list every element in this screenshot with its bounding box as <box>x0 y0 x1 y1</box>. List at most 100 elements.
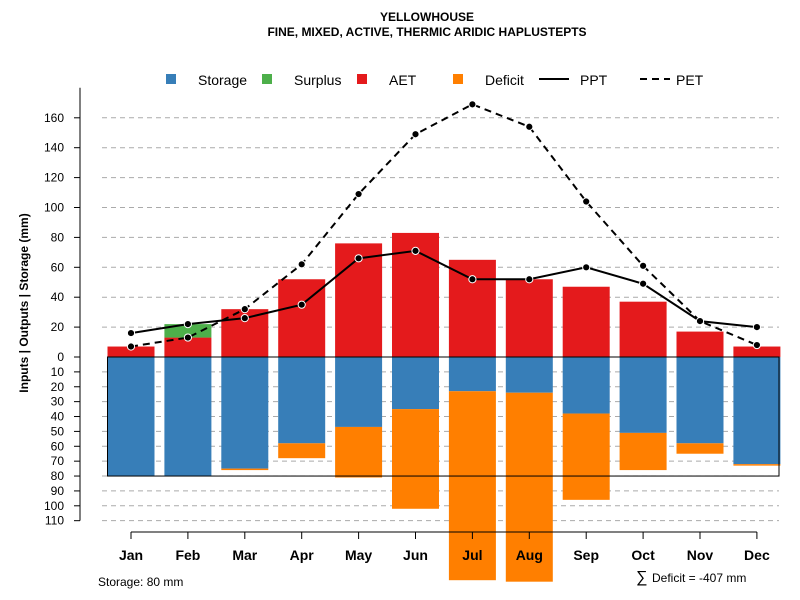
y-tick-label-140: 140 <box>44 141 64 155</box>
bar-storage-sep <box>562 357 610 414</box>
ppt-point-jul <box>468 275 477 284</box>
ppt-point-oct <box>639 279 648 288</box>
bar-deficit-apr <box>278 443 326 459</box>
pet-point-mar <box>240 305 249 314</box>
y-tick-label-neg-100: 100 <box>44 499 64 513</box>
ppt-point-nov <box>695 317 705 326</box>
chart-title: YELLOWHOUSE <box>380 10 474 24</box>
y-tick-label-60: 60 <box>51 260 65 274</box>
legend-swatch-aet <box>357 74 367 84</box>
y-tick-label-neg-40: 40 <box>51 410 65 424</box>
legend-label-surplus: Surplus <box>294 72 341 88</box>
pet-point-jan <box>126 342 136 351</box>
bar-storage-jun <box>392 357 439 410</box>
y-axis-label: Inputs | Outputs | Storage (mm) <box>17 213 31 392</box>
bar-aet-sep <box>562 286 610 357</box>
bar-deficit-dec <box>733 464 781 466</box>
bar-storage-may <box>335 357 383 427</box>
bar-storage-mar <box>221 357 269 469</box>
y-tick-label-neg-80: 80 <box>51 469 65 483</box>
pet-point-may <box>354 189 363 199</box>
x-tick-label-nov: Nov <box>687 547 714 563</box>
y-tick-label-80: 80 <box>51 230 65 244</box>
pet-point-apr <box>297 260 306 269</box>
y-tick-label-neg-10: 10 <box>51 365 65 379</box>
bar-deficit-jun <box>392 409 439 509</box>
bar-storage-dec <box>733 357 781 465</box>
x-tick-label-dec: Dec <box>744 547 770 563</box>
y-tick-label-neg-110: 110 <box>45 514 64 528</box>
x-tick-label-sep: Sep <box>573 547 599 563</box>
ppt-point-dec <box>752 323 762 332</box>
bar-aet-aug <box>505 279 553 357</box>
legend-label-pet: PET <box>676 72 704 88</box>
bar-surplus-feb <box>164 324 212 338</box>
legend-swatch-surplus <box>262 74 272 84</box>
x-tick-label-may: May <box>345 547 372 563</box>
ppt-point-jun <box>411 246 420 255</box>
legend-swatch-storage <box>166 74 176 84</box>
y-tick-label-neg-20: 20 <box>51 380 65 394</box>
y-tick-label-0: 0 <box>57 350 64 364</box>
ppt-line <box>130 249 758 335</box>
pet-point-jul <box>468 100 477 109</box>
bar-aet-nov <box>676 331 724 357</box>
storage-note: Storage: 80 mm <box>98 575 183 589</box>
legend-label-storage: Storage <box>198 72 247 88</box>
y-tick-label-120: 120 <box>44 171 64 185</box>
x-tick-label-jun: Jun <box>403 547 428 563</box>
legend-swatch-deficit <box>453 74 463 84</box>
y-tick-label-neg-30: 30 <box>51 395 65 409</box>
bar-aet-dec <box>733 346 781 357</box>
bar-storage-aug <box>505 357 553 393</box>
x-tick-label-oct: Oct <box>631 547 655 563</box>
x-tick-label-jul: Jul <box>462 547 482 563</box>
y-tick-label-neg-60: 60 <box>51 439 65 453</box>
bar-storage-feb <box>164 357 212 477</box>
x-tick-label-apr: Apr <box>290 547 315 563</box>
y-tick-label-160: 160 <box>44 111 64 125</box>
legend: Storage Surplus AET Deficit PPT PET <box>166 72 704 88</box>
ppt-point-feb <box>183 320 192 329</box>
bar-deficit-aug <box>505 392 553 582</box>
y-tick-label-neg-70: 70 <box>51 454 65 468</box>
y-tick-label-20: 20 <box>51 320 65 334</box>
x-tick-label-mar: Mar <box>232 547 257 563</box>
bar-storage-jan <box>107 357 155 477</box>
bar-aet-oct <box>619 301 667 357</box>
legend-label-deficit: Deficit <box>485 72 524 88</box>
x-tick-label-feb: Feb <box>175 547 200 563</box>
x-tick-label-jan: Jan <box>119 547 143 563</box>
y-tick-label-neg-50: 50 <box>51 424 65 438</box>
y-tick-label-100: 100 <box>44 201 64 215</box>
y-tick-label-neg-90: 90 <box>51 484 65 498</box>
bar-storage-nov <box>676 357 724 444</box>
ppt-point-sep <box>582 263 591 272</box>
bar-deficit-oct <box>619 432 667 471</box>
pet-point-oct <box>639 261 648 270</box>
bar-deficit-sep <box>562 413 610 500</box>
bar-aet-jan <box>107 346 155 357</box>
bar-storage-apr <box>278 357 326 444</box>
pet-point-dec <box>752 340 762 350</box>
ppt-point-apr <box>297 300 306 309</box>
pet-point-feb <box>183 333 192 342</box>
bar-deficit-jul <box>448 391 496 581</box>
bar-deficit-nov <box>676 443 724 454</box>
ppt-point-mar <box>240 314 249 323</box>
ppt-point-jan <box>126 328 136 338</box>
legend-label-ppt: PPT <box>580 72 608 88</box>
x-tick-label-aug: Aug <box>516 547 543 563</box>
y-tick-label-40: 40 <box>51 290 65 304</box>
bar-deficit-may <box>335 426 383 478</box>
bar-aet-jul <box>448 259 496 357</box>
sum-symbol: ∑ <box>636 569 647 586</box>
bar-deficit-mar <box>221 468 269 471</box>
legend-label-aet: AET <box>389 72 417 88</box>
pet-point-sep <box>582 197 591 206</box>
chart-subtitle: FINE, MIXED, ACTIVE, THERMIC ARIDIC HAPL… <box>267 25 586 39</box>
pet-point-jun <box>411 130 420 139</box>
deficit-note: Deficit = -407 mm <box>652 571 746 585</box>
bar-storage-jul <box>448 357 496 392</box>
